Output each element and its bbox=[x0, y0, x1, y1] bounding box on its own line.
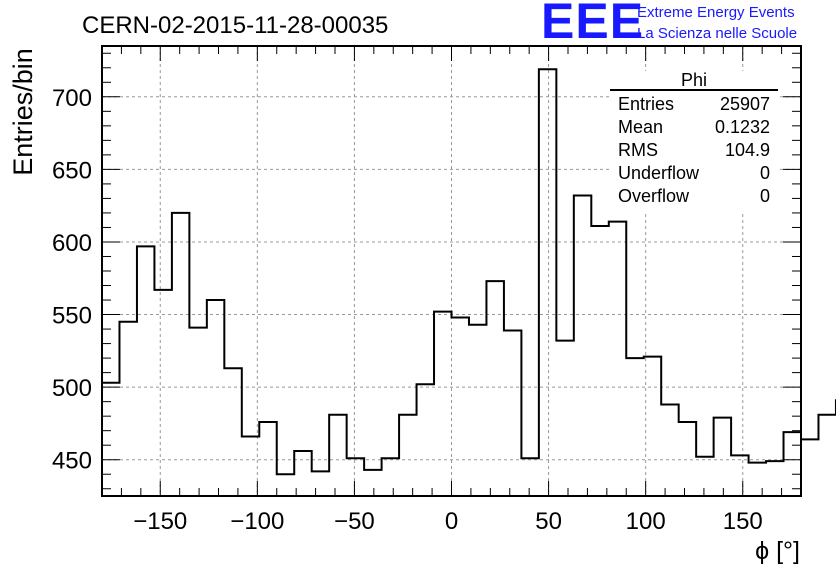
stats-label: Overflow bbox=[618, 186, 690, 206]
eee-logo-text: EEE bbox=[541, 0, 645, 49]
y-tick-label: 550 bbox=[52, 303, 92, 330]
x-tick-label: 150 bbox=[723, 508, 763, 535]
x-tick-label: −50 bbox=[334, 508, 375, 535]
stats-label: Mean bbox=[618, 117, 663, 137]
stats-value: 0 bbox=[760, 186, 770, 206]
y-tick-label: 500 bbox=[52, 375, 92, 402]
chart-title: CERN-02-2015-11-28-00035 bbox=[82, 12, 388, 39]
stats-value: 0.1232 bbox=[715, 117, 770, 137]
x-tick-label: 100 bbox=[626, 508, 666, 535]
x-axis-label: ϕ [°] bbox=[755, 537, 800, 565]
x-tick-label: −100 bbox=[230, 508, 284, 535]
eee-logo-line2: La Scienza nelle Scuole bbox=[637, 25, 798, 42]
stats-label: Underflow bbox=[618, 163, 700, 183]
y-tick-label: 600 bbox=[52, 230, 92, 257]
histogram-series bbox=[102, 68, 836, 476]
stats-value: 104.9 bbox=[725, 140, 770, 160]
stats-value: 0 bbox=[760, 163, 770, 183]
stats-box bbox=[610, 71, 778, 211]
x-tick-label: 50 bbox=[535, 508, 562, 535]
x-tick-label: 0 bbox=[445, 508, 458, 535]
y-tick-label: 450 bbox=[52, 448, 92, 475]
stats-label: Entries bbox=[618, 94, 674, 114]
stats-label: RMS bbox=[618, 140, 658, 160]
eee-logo-line1: Extreme Energy Events bbox=[637, 4, 795, 21]
y-axis-label: Entries/bin bbox=[8, 48, 38, 176]
stats-title: Phi bbox=[681, 70, 707, 90]
stats-value: 25907 bbox=[720, 94, 770, 114]
y-tick-label: 650 bbox=[52, 157, 92, 184]
x-tick-label: −150 bbox=[133, 508, 187, 535]
y-tick-label: 700 bbox=[52, 85, 92, 112]
